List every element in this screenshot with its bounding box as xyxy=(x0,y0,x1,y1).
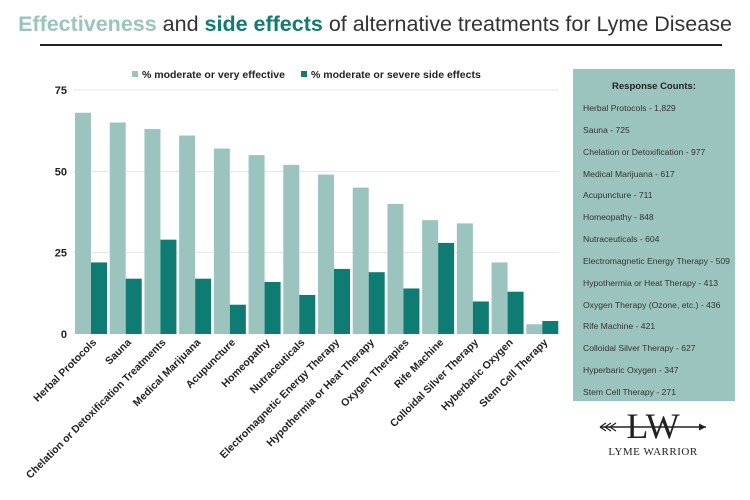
bar-effective xyxy=(283,164,300,334)
list-item: Nutraceuticals - 604 xyxy=(583,234,660,245)
logo-monogram: LW xyxy=(626,406,679,446)
title-side-effects: side effects xyxy=(204,12,323,36)
y-tick-label: 50 xyxy=(55,166,67,178)
list-item: Electromagnetic Energy Therapy - 509 xyxy=(583,255,730,266)
bar-side-effects xyxy=(264,281,281,334)
bar-side-effects xyxy=(403,288,420,334)
legend: % moderate or very effective % moderate … xyxy=(132,69,481,81)
list-item: Hyperbaric Oxygen - 347 xyxy=(583,365,679,376)
list-item: Colloidal Silver Therapy - 627 xyxy=(583,343,696,354)
chart-title: Effectiveness and side effects of altern… xyxy=(0,12,750,37)
y-tick-label: 0 xyxy=(61,329,67,341)
bar-side-effects xyxy=(299,294,316,334)
bar-effective xyxy=(179,135,196,334)
list-item: Oxygen Therapy (Ozone, etc.) - 436 xyxy=(583,299,721,310)
bar-side-effects xyxy=(334,268,350,334)
list-item: Herbal Protocols - 1,829 xyxy=(583,103,676,113)
bar-effective xyxy=(422,220,439,334)
legend-swatch-side-effects xyxy=(300,71,307,77)
list-item: Acupuncture - 711 xyxy=(583,190,653,201)
legend-item-effective: % moderate or very effective xyxy=(132,69,285,81)
legend-label-effective: % moderate or very effective xyxy=(142,69,285,81)
bar-effective xyxy=(352,187,369,334)
list-item: Rife Machine - 421 xyxy=(583,321,656,332)
bar-side-effects xyxy=(542,320,559,334)
bar-side-effects xyxy=(125,278,142,334)
title-rest: of alternative treatments for Lyme Disea… xyxy=(322,12,732,36)
bar-effective xyxy=(75,112,91,334)
bar-side-effects xyxy=(91,262,107,334)
x-tick-label: Sauna xyxy=(103,337,134,368)
bar-effective xyxy=(248,155,265,334)
bar-side-effects xyxy=(160,239,177,334)
logo-name: LYME WARRIOR xyxy=(608,446,698,458)
legend-label-side-effects: % moderate or severe side effects xyxy=(310,69,481,81)
x-tick-label: Chelation or Detoxification Treatments xyxy=(24,337,169,482)
lyme-warrior-logo: LW xyxy=(599,406,706,446)
x-tick-label: Herbal Protocols xyxy=(31,337,99,405)
bar-side-effects xyxy=(229,304,246,334)
bar-effective xyxy=(456,223,473,334)
panel-title: Response Counts: xyxy=(612,81,696,92)
bar-side-effects xyxy=(438,242,455,334)
list-item: Medical Marijuana - 617 xyxy=(583,168,675,179)
bar-side-effects xyxy=(472,301,489,334)
list-item: Chelation or Detoxification - 977 xyxy=(583,146,706,157)
bar-effective xyxy=(491,262,508,334)
list-item: Homeopathy - 848 xyxy=(583,212,654,223)
list-item: Stem Cell Therapy - 271 xyxy=(583,386,676,397)
bar-effective xyxy=(109,122,126,335)
list-item: Hypothermia or Heat Therapy - 413 xyxy=(583,277,719,288)
title-and: and xyxy=(156,12,205,36)
bar-effective xyxy=(318,174,334,334)
title-effectiveness: Effectiveness xyxy=(18,12,157,36)
y-tick-label: 75 xyxy=(55,85,67,97)
response-counts-panel: Response Counts: Herbal Protocols - 1,82… xyxy=(573,69,735,401)
bar-effective xyxy=(526,324,543,334)
y-tick-label: 25 xyxy=(55,248,67,260)
bar-effective xyxy=(144,129,161,334)
legend-item-side-effects: % moderate or severe side effects xyxy=(300,69,481,81)
bar-side-effects xyxy=(507,291,524,334)
bar-side-effects xyxy=(195,278,212,334)
legend-swatch-effective xyxy=(132,71,138,77)
list-item: Sauna - 725 xyxy=(583,124,630,135)
x-tick-label: Stem Cell Therapy xyxy=(477,337,550,410)
bar-side-effects xyxy=(368,272,385,334)
title-divider xyxy=(40,44,722,46)
bar-effective xyxy=(213,148,230,334)
response-counts-list: Herbal Protocols - 1,829 Sauna - 725 Che… xyxy=(573,98,735,404)
bar-effective xyxy=(387,203,404,334)
